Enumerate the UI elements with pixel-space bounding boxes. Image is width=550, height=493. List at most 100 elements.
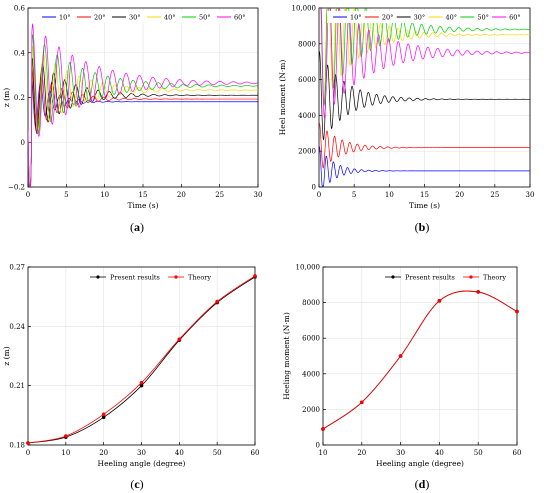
y-tick-label: 0 [312,184,316,192]
x-tick-label: 30 [526,191,535,199]
legend-bg [327,11,522,23]
x-axis-label: Time (s) [409,201,440,210]
y-tick-label: 0.21 [9,382,25,390]
x-tick-label: 15 [139,191,148,199]
y-tick-label: 2000 [302,406,320,414]
chart-a: 0 5 10 15 20 25 30 −0.2 0 0.2 0.4 0.6 Time (s) z (m) 1… [0,0,275,215]
data-point-Theory [26,441,30,445]
y-axis-label: Heel moment (N·m) [278,60,287,136]
x-tick-label: 20 [455,191,464,199]
x-tick-label: 60 [251,449,260,457]
data-point-Present results [139,383,144,388]
legend-label: 20° [94,14,106,22]
caption-c: (c) [130,477,144,491]
data-point-Theory [360,400,364,405]
legend-label: Theory [483,274,506,282]
data-point-Theory [515,309,519,314]
legend-label: 30° [414,14,426,22]
y-tick-label: 10,000 [292,5,317,13]
x-axis-label: Time (s) [127,201,158,210]
x-tick-label: 30 [396,449,405,457]
legend-label: 60° [509,14,521,22]
x-tick-label: 0 [26,449,30,457]
x-tick-label: 10 [385,191,394,199]
chart-c-svg: 0 10 20 30 40 50 60 0.18 0.21 0.24 0.27 Heeling ang… [2,264,260,469]
x-tick-label: 25 [490,191,499,199]
y-tick-label: 8000 [298,40,316,48]
x-tick-label: 25 [215,191,224,199]
data-point-Theory [64,434,68,438]
caption-b: (b) [414,220,430,234]
plot-frame [322,266,518,446]
y-tick-label: 2000 [298,148,316,156]
caption-a: (a) [130,220,144,234]
x-tick-label: 5 [64,191,68,199]
series-line-10° [28,81,258,187]
x-tick-label: 0 [26,191,30,199]
x-tick-label: 15 [420,191,429,199]
data-point-Theory [177,337,182,341]
x-tick-label: 10 [100,191,109,199]
legend-marker-present [391,275,395,279]
y-tick-label: 10,000 [296,264,321,272]
legend-marker-present [96,275,100,279]
x-tick-label: 20 [177,191,186,199]
data-point-Theory [139,380,144,385]
data-point-Theory [253,274,257,278]
data-point-Theory [101,412,106,417]
data-point-Theory [321,427,325,431]
data-point-Theory [476,290,480,294]
legend-label: 40° [446,14,458,22]
y-tick-label: 0.18 [9,442,25,450]
y-tick-label: 6000 [302,335,320,343]
y-tick-label: −0.2 [8,184,25,192]
x-tick-label: 5 [352,191,356,199]
y-tick-label: 0.2 [14,94,25,102]
legend-marker-theory [174,275,178,279]
x-tick-label: 50 [213,449,222,457]
series-line-30° [319,50,530,141]
x-tick-label: 50 [474,449,483,457]
x-tick-label: 60 [513,449,522,457]
legend-bg [36,11,250,23]
x-tick-label: 40 [435,449,444,457]
x-tick-label: 30 [137,449,146,457]
y-axis-label: Heeling moment (N·m) [282,312,291,400]
chart-b-svg: 0 5 10 15 20 25 30 0 2000 4000 6000 8000 10,000 Time … [278,5,535,211]
series-line-60° [319,8,530,119]
y-tick-label: 0.6 [14,5,26,13]
legend-label: Present results [405,274,455,282]
legend-label: 50° [199,14,211,22]
y-tick-label: 6000 [298,76,316,84]
chart-b: 0 5 10 15 20 25 30 0 2000 4000 6000 8000 10,000 Time … [275,0,550,215]
series-line-40° [28,45,258,187]
series-line-20° [319,122,530,169]
x-tick-label: 20 [357,449,366,457]
legend-label: 50° [477,14,489,22]
series-line-50° [28,34,258,187]
x-tick-label: 20 [99,449,108,457]
x-axis-label: Heeling angle (degree) [376,459,464,468]
chart-d-svg: 10 20 30 40 50 60 0 2000 4000 6000 8000 10,000 Heeli… [282,264,522,469]
legend-label: Present results [110,274,160,282]
series-line-50° [319,8,530,107]
y-tick-label: 4000 [298,112,316,120]
chart-d: 10 20 30 40 50 60 0 2000 4000 6000 8000 10,000 Heeli… [275,255,550,470]
x-tick-label: 10 [319,449,328,457]
y-tick-label: 8000 [302,299,320,307]
series-line-Theory [322,290,518,430]
legend-label: 40° [164,14,176,22]
y-tick-label: 0 [21,139,25,147]
y-tick-label: 0.4 [14,49,26,57]
legend-label: 10° [350,14,362,22]
series-line-Present results [322,290,518,430]
legend-marker-theory [469,275,473,279]
y-tick-label: 4000 [302,370,320,378]
x-tick-label: 40 [175,449,184,457]
y-axis-label: z (m) [2,346,11,365]
y-tick-label: 0 [316,442,320,450]
x-axis-label: Heeling angle (degree) [98,459,186,468]
y-tick-label: 0.24 [9,323,25,331]
chart-c: 0 10 20 30 40 50 60 0.18 0.21 0.24 0.27 Heeling ang… [0,255,275,470]
